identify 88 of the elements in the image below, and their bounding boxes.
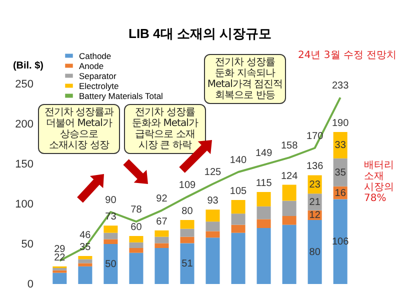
bar [308, 220, 322, 284]
bar [52, 272, 67, 284]
bar [333, 199, 348, 284]
bar [206, 231, 220, 238]
total-label: 136 [306, 161, 324, 172]
legend-label: Battery Materials Total [79, 90, 164, 101]
bar [180, 228, 194, 237]
data-label: 29 [54, 244, 66, 255]
total-label: 115 [256, 178, 272, 189]
data-label: 149 [255, 148, 273, 159]
data-label: 125 [204, 167, 222, 178]
y-tick-label: 0 [27, 278, 34, 290]
bar [256, 192, 271, 206]
data-label: 50 [105, 259, 117, 270]
bar [78, 256, 92, 260]
bar [154, 243, 169, 248]
data-label: 78 [130, 204, 142, 216]
legend-label: Anode [79, 60, 104, 71]
data-label: 21 [309, 197, 321, 208]
data-label: 92 [156, 193, 168, 204]
data-label: 140 [230, 155, 248, 166]
bar [206, 222, 220, 232]
bar [256, 206, 271, 220]
y-axis-title: (Bil. $) [12, 60, 44, 72]
bar [129, 248, 144, 253]
y-tick-label: 50 [21, 238, 34, 250]
bar [231, 232, 246, 284]
total-label: 93 [207, 196, 219, 207]
total-label: 105 [230, 186, 248, 197]
bar [104, 226, 118, 233]
total-label: 190 [332, 118, 350, 129]
bar [180, 220, 194, 229]
data-label: 33 [334, 140, 346, 152]
bar [231, 214, 246, 225]
bar [129, 242, 144, 248]
bar [52, 270, 67, 273]
bar [282, 184, 296, 201]
bar [104, 239, 118, 244]
data-label: 109 [178, 180, 196, 191]
text: 24년 3월 수정 전망치 [298, 50, 398, 61]
speech-bubble: 전기차 성장률 둔화와 Metal가 급락으로 소재 시장 큰 하락 [124, 104, 206, 154]
data-label: 80 [309, 247, 321, 258]
total-label: 60 [130, 222, 142, 233]
y-tick-label: 100 [15, 198, 34, 210]
data-label: 233 [332, 80, 350, 92]
total-label: 22 [54, 252, 66, 264]
speech-bubble: 전기차 성장률과 더불어 Metal가 상승으로 소재시장 성장 [38, 104, 120, 154]
bar [129, 236, 144, 242]
bar [180, 243, 194, 284]
data-label: 51 [182, 258, 194, 270]
bar [256, 219, 271, 228]
data-label: 90 [105, 195, 117, 206]
legend-label: Separator [79, 70, 116, 81]
bar [154, 230, 169, 237]
text: 배터리 소재 시장의 78% [364, 160, 395, 204]
y-tick-label: 200 [15, 118, 34, 130]
bar [78, 263, 92, 266]
y-tick-label: 250 [15, 78, 34, 90]
bar [104, 232, 118, 240]
data-label: 23 [309, 179, 321, 190]
bar [282, 216, 296, 225]
bar [104, 244, 118, 284]
bar [231, 200, 246, 214]
data-label: 35 [334, 167, 346, 178]
bar [78, 266, 92, 284]
bar [282, 224, 296, 284]
total-label: 124 [280, 170, 298, 182]
y-tick-label: 150 [15, 158, 34, 170]
bar [129, 252, 144, 284]
bar [180, 236, 194, 244]
bar [282, 200, 296, 216]
speech-bubble: 전기차 성장률 둔화 지속되나 Metal가격 점진적 회복으로 반등 [204, 54, 286, 104]
data-label: 12 [309, 210, 321, 222]
chart-title: LIB 4대 소재의 시장규모 [128, 26, 272, 41]
bar [206, 210, 220, 222]
data-label: 46 [80, 230, 92, 242]
bar [154, 236, 169, 244]
legend-label: Electrolyte [79, 80, 119, 91]
data-label: 158 [280, 140, 298, 152]
bar [154, 248, 169, 284]
total-label: 80 [182, 206, 194, 217]
bar [231, 224, 246, 233]
bar [78, 259, 92, 264]
legend-label: Cathode [79, 50, 112, 61]
bar [206, 238, 220, 284]
bar [256, 228, 271, 284]
total-label: 67 [156, 216, 168, 228]
data-label: 16 [334, 188, 346, 199]
